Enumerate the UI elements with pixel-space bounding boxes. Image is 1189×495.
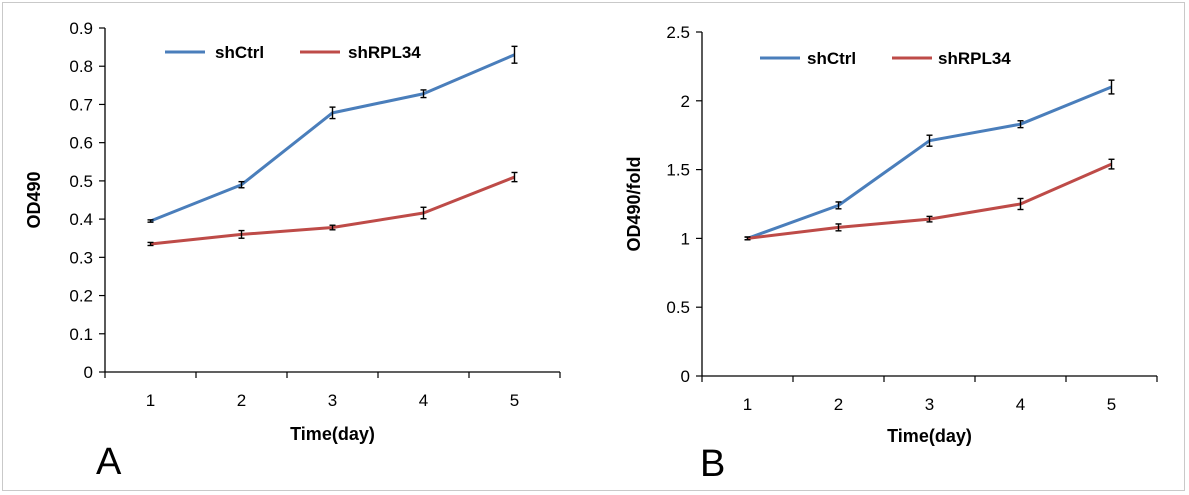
x-tick-label: 5 [1107, 395, 1116, 414]
x-axis-title: Time(day) [887, 426, 972, 446]
y-tick-label: 2 [681, 92, 690, 111]
x-tick-label: 1 [743, 395, 752, 414]
panel-label: A [96, 441, 122, 483]
legend-label: shCtrl [215, 43, 264, 62]
series-line-shRPL34 [150, 175, 516, 246]
y-tick-label: 0.2 [69, 287, 93, 306]
legend-label: shCtrl [807, 49, 856, 68]
x-tick-label: 4 [1016, 395, 1025, 414]
panel-label: B [700, 443, 725, 485]
y-tick-label: 0 [681, 367, 690, 386]
y-tick-label: 0.5 [666, 298, 690, 317]
legend-label: shRPL34 [348, 43, 421, 62]
y-tick-label: 0.1 [69, 325, 93, 344]
y-tick-label: 0.8 [69, 57, 93, 76]
x-tick-label: 4 [419, 391, 428, 410]
y-tick-label: 1 [681, 229, 690, 248]
y-tick-label: 1.5 [666, 161, 690, 180]
y-tick-label: 0.6 [69, 134, 93, 153]
x-tick-label: 3 [925, 395, 934, 414]
y-tick-label: 0.3 [69, 248, 93, 267]
legend-label: shRPL34 [938, 49, 1011, 68]
x-tick-label: 3 [328, 391, 337, 410]
y-tick-label: 0.5 [69, 172, 93, 191]
series-line-shRPL34 [747, 162, 1113, 240]
y-tick-label: 0.9 [69, 19, 93, 38]
x-tick-label: 1 [146, 391, 155, 410]
y-tick-label: 0.7 [69, 95, 93, 114]
y-tick-label: 0.4 [69, 210, 93, 229]
x-tick-label: 5 [510, 391, 519, 410]
x-tick-label: 2 [237, 391, 246, 410]
y-axis-title: OD490 [24, 171, 44, 228]
x-axis-title: Time(day) [290, 424, 375, 444]
x-tick-label: 2 [834, 395, 843, 414]
y-tick-label: 0 [84, 363, 93, 382]
y-tick-label: 2.5 [666, 23, 690, 42]
y-axis-title: OD490/fold [624, 156, 644, 251]
series-line-shCtrl [149, 53, 516, 223]
